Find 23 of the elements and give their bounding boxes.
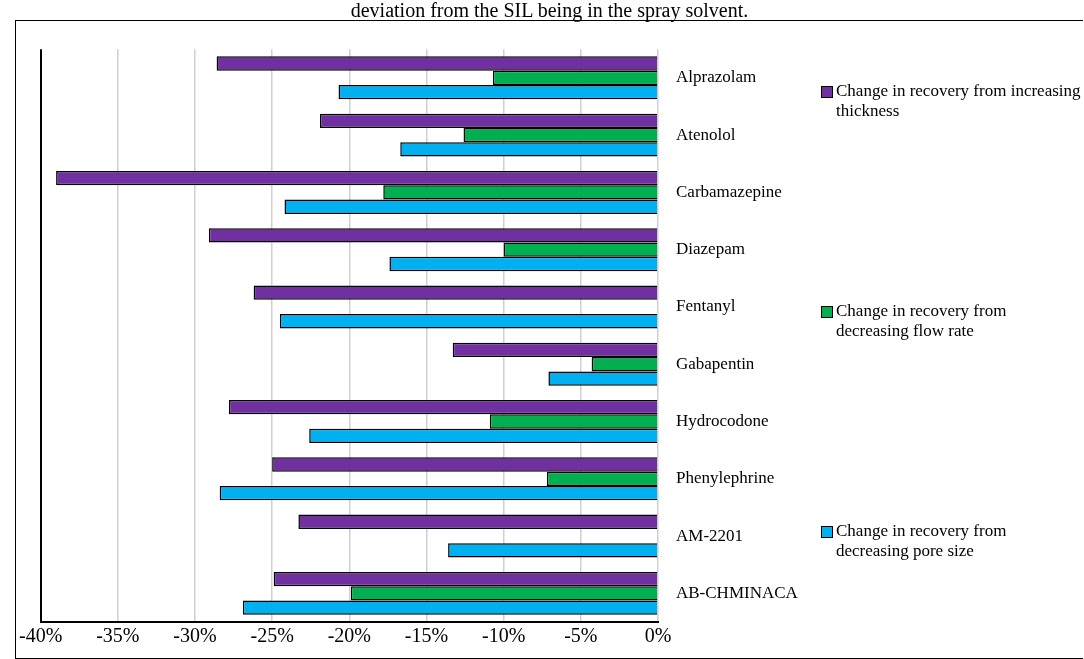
y-tick-label: Diazepam: [676, 239, 745, 259]
legend-label: Change in recovery from increasing thickness: [836, 81, 1082, 121]
y-tick-label: Phenylephrine: [676, 468, 775, 488]
x-tick-label: -15%: [404, 624, 449, 647]
y-tick-label: AB-CHMINACA: [676, 582, 799, 602]
legend-label: Change in recovery from decreasing pore size: [836, 521, 1008, 561]
y-tick-label: Hydrocodone: [676, 410, 769, 430]
x-tick-label: -5%: [564, 624, 598, 647]
x-tick-label: 0%: [644, 624, 672, 647]
x-tick-label: -40%: [19, 624, 63, 647]
x-tick-label: -35%: [96, 624, 140, 647]
y-tick-label: Atenolol: [676, 124, 736, 144]
y-tick-label: Carbamazepine: [676, 181, 782, 201]
x-tick-label: -25%: [250, 624, 294, 647]
y-tick-label: Gabapentin: [676, 353, 755, 373]
chart-title: deviation from the SIL being in the spray solvent.: [349, 0, 750, 21]
legend-label: Change in recovery from decreasing flow rate: [836, 301, 1008, 341]
y-tick-label: AM-2201: [676, 525, 744, 545]
y-tick-label: Fentanyl: [676, 296, 736, 316]
x-tick-label: -20%: [327, 624, 371, 647]
y-tick-label: Alprazolam: [676, 67, 757, 87]
x-tick-label: -10%: [482, 624, 526, 647]
x-tick-label: -30%: [173, 624, 217, 647]
